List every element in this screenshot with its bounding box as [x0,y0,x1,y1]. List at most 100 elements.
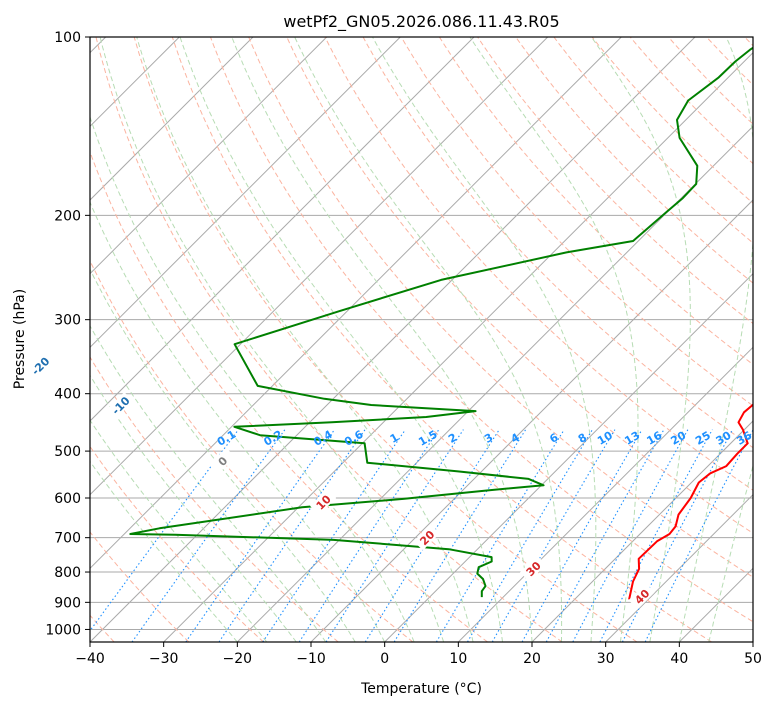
dry-adiabat [90,445,264,642]
mixing-ratio-line [545,429,665,642]
isotherm-gridline [531,420,753,642]
moist-adiabat [136,37,474,642]
mixing-ratio-line [572,429,689,642]
y-tick-label: 300 [54,313,81,329]
dewpoint-line [129,46,753,598]
mixing-ratio-line [185,429,335,642]
label-backdrop [209,447,236,474]
dry-adiabat [362,37,753,449]
temperature-line [628,403,753,600]
moist-adiabat [231,37,533,642]
mixing-ratio-line [467,429,593,642]
mixing-ratio-label: 6 [547,431,560,446]
mixing-ratio-label: 13 [622,429,642,448]
y-tick-label: 1000 [45,622,81,638]
line-labels: 0.10.20.40.611.52346810131620253036-100-… [26,352,754,610]
isotherm-gridline [90,37,401,349]
isotherm-gridline [90,37,696,642]
isotherm-gridline [678,567,753,642]
mixing-ratio-line [599,429,713,642]
dry-adiabat [90,531,190,642]
mixing-ratio-line [435,429,565,642]
isotherm-gridline [163,51,753,642]
y-tick-label: 100 [54,30,81,46]
isotherm-gridline [605,493,753,642]
dry-adiabat [90,259,414,642]
dry-adiabat [286,37,753,534]
mixing-ratio-line [521,429,643,642]
moist-adiabat [90,200,386,642]
moist-adiabat [294,37,563,642]
x-tick-label: 50 [744,651,762,667]
x-tick-label: 0 [380,651,389,667]
x-axis: −40 −30 −20 −10 0 10 20 30 40 50 [75,642,762,667]
label-backdrop [26,352,54,379]
mixing-ratio-line [393,429,527,642]
dry-adiabat [248,37,753,578]
isotherm-gridline [310,199,753,642]
dry-adiabat [95,37,563,642]
isotherm-gridline [236,125,753,642]
mixing-ratio-line [218,429,366,642]
moist-adiabat [90,268,356,642]
dry-adiabat [210,37,753,623]
moist-adiabat [708,463,753,642]
label-backdrop [413,524,440,551]
dry-adiabat [90,150,488,642]
isotherm-gridline [90,37,622,570]
moist-adiabat [469,37,639,642]
x-tick-label: 10 [449,651,467,667]
x-tick-label: −20 [223,651,253,667]
dry-adiabat [668,37,753,125]
label-backdrop [519,555,547,582]
isotherm-gridline [457,346,753,642]
chart-title: wetPf2_GN05.2026.086.11.43.R05 [283,12,559,32]
isotherm-gridline [90,37,254,201]
dry-adiabat [591,37,753,204]
moist-adiabat [90,460,238,642]
moist-adiabat [90,324,327,642]
moist-adiabat [90,419,268,642]
dry-adiabat [133,37,638,642]
moist-adiabat [590,37,691,642]
moist-adiabat [90,115,415,642]
dry-adiabat [90,356,339,642]
mixing-ratio-label: 0.6 [342,428,366,449]
moist-adiabat [90,374,297,642]
plot-frame [89,36,754,643]
isotherm-gridline [752,641,753,642]
x-tick-label: −30 [149,651,179,667]
dry-adiabat [171,37,712,642]
moist-adiabat [179,37,503,642]
dry-adiabat [744,37,753,47]
moist-adiabat [678,37,753,642]
isotherm-gridline [384,272,753,642]
x-tick-label: −10 [296,651,326,667]
y-tick-label: 400 [54,387,81,403]
moist-adiabat [372,37,597,642]
x-tick-label: 20 [523,651,541,667]
dry-adiabat [477,37,753,325]
mixing-ratio-line [491,429,616,642]
dry-adiabat [553,37,753,244]
label-backdrop [628,583,655,610]
label-backdrop [309,488,337,516]
mixing-ratio-label: 20 [669,429,689,448]
x-tick-label: 40 [670,651,688,667]
x-tick-label: −40 [75,651,105,667]
x-tick-label: 30 [597,651,615,667]
mixing-ratio-label: 1.5 [416,428,439,449]
isotherm-gridline [90,37,549,496]
mixing-ratio-label: 0.2 [262,428,285,449]
mixing-ratio-label: 25 [693,429,713,448]
label-backdrop [107,392,134,419]
y-tick-label: 800 [54,565,81,581]
y-tick-label: 900 [54,595,81,611]
y-tick-label: 200 [54,208,81,224]
y-tick-label: 500 [54,444,81,460]
mixing-ratio-label: 16 [644,429,664,448]
dry-adiabat [324,37,753,491]
isotherm-gridline [90,37,475,422]
background-lines [90,37,753,642]
